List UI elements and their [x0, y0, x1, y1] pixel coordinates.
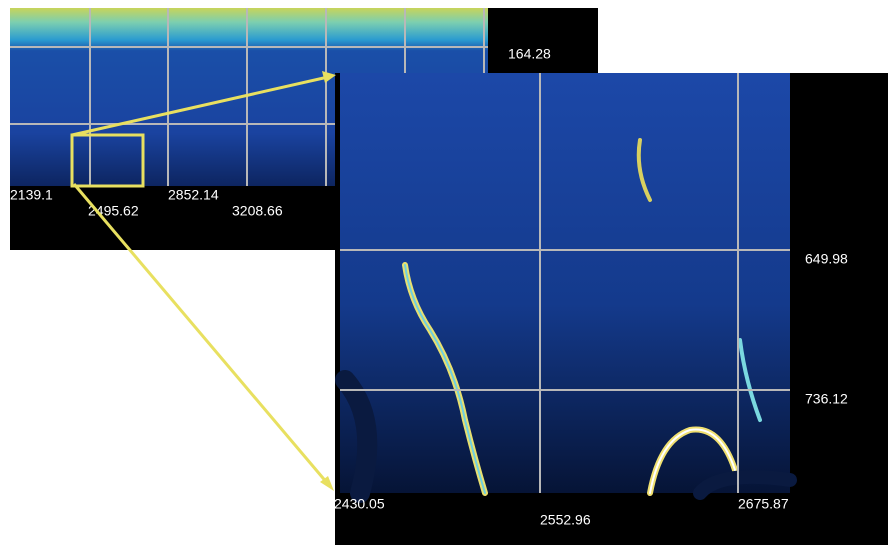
zoom-x-label: 2430.05	[334, 496, 385, 512]
zoom-panel: 2430.05 2552.96 2675.87 649.98 736.12	[334, 73, 888, 545]
zoom-x-label: 2675.87	[738, 496, 789, 512]
zoom-y-label: 736.12	[805, 391, 848, 407]
overview-x-label: 3208.66	[232, 203, 283, 219]
zoom-x-label: 2552.96	[540, 512, 591, 528]
figure: 2139.1 2495.62 2852.14 3208.66 164.28 24…	[0, 0, 888, 545]
overview-x-label: 2139.1	[10, 187, 53, 203]
zoom-y-label: 649.98	[805, 251, 848, 267]
overview-x-label: 2852.14	[168, 187, 219, 203]
overview-y-label: 164.28	[508, 46, 551, 62]
